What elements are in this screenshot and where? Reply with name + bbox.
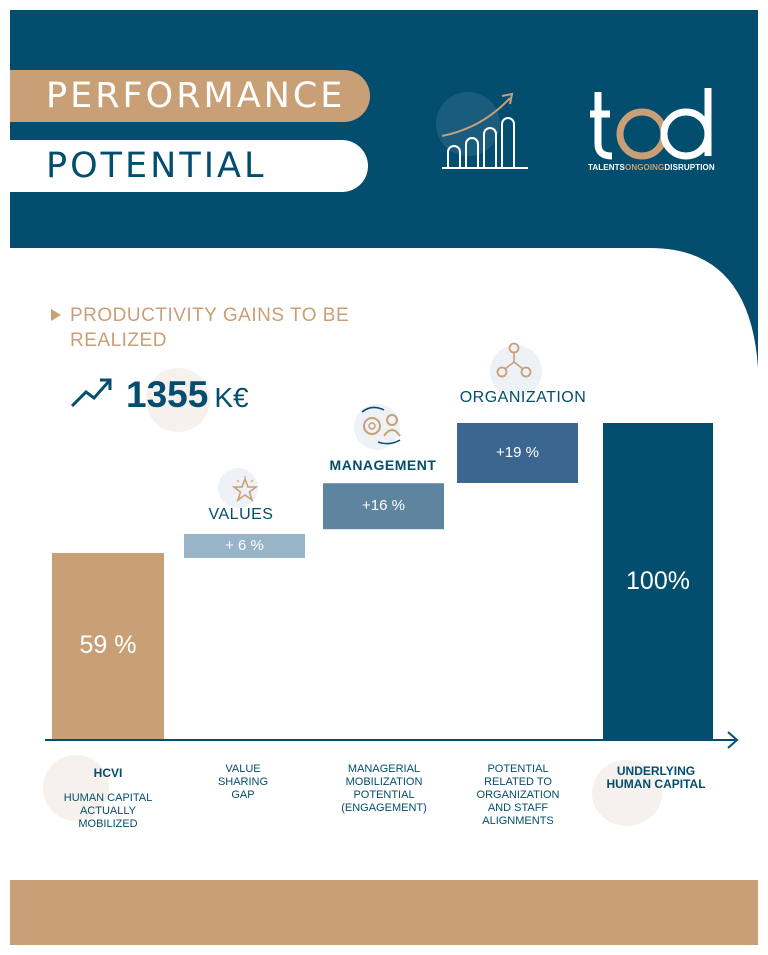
hcvi-label-circle <box>43 755 109 821</box>
tod-logo <box>590 88 712 160</box>
total-label-circle <box>592 760 662 826</box>
title-line1: PERFORMANCE <box>46 76 346 116</box>
logo-tagline: TALENTSONGOINGDISRUPTION <box>588 163 715 172</box>
bar-value-label-organization: +19 % <box>496 444 539 461</box>
bar-total <box>603 423 713 740</box>
x-label-values: VALUE SHARING GAP <box>217 763 269 801</box>
bar-value-label-hcvi: 59 % <box>79 631 137 660</box>
category-title-organization: ORGANIZATION <box>459 389 587 406</box>
trend-up-icon <box>70 378 112 408</box>
triangle-bullet-icon <box>51 309 61 321</box>
x-label-organization: POTENTIAL RELATED TO ORGANIZATION AND ST… <box>476 763 560 827</box>
title-line2: POTENTIAL <box>46 146 267 186</box>
section-title: PRODUCTIVITY GAINS TO BE REALIZED <box>70 305 350 351</box>
values-icon-circle <box>218 468 258 508</box>
x-label-total: UNDERLYING HUMAN CAPITAL <box>606 764 706 791</box>
x-label-hcvi: HCVI HUMAN CAPITAL ACTUALLY MOBILIZED <box>63 766 153 831</box>
bar-value-label-management: +16 % <box>362 497 405 515</box>
category-title-management: MANAGEMENT <box>329 457 437 473</box>
bar-hcvi <box>52 552 164 740</box>
team-gear-icon <box>361 406 401 445</box>
organization-icon-circle <box>490 345 542 397</box>
footer-band <box>10 880 758 945</box>
bar-values <box>184 533 305 558</box>
header-banner <box>10 10 758 248</box>
bar-value-label-values: + 6 % <box>225 536 264 554</box>
x-axis-arrow-icon <box>727 731 739 749</box>
star-icon <box>232 476 258 502</box>
title-pill-potential: POTENTIAL <box>10 140 368 192</box>
bar-management <box>323 483 444 530</box>
category-title-values: VALUES <box>208 506 274 523</box>
amount-circle <box>146 368 210 432</box>
title-pill-performance: PERFORMANCE <box>10 70 370 122</box>
productivity-amount: 1355 K€ <box>126 374 249 415</box>
network-nodes-icon <box>496 342 532 378</box>
bar-organization <box>457 423 578 483</box>
bar-value-label-total: 100% <box>626 566 690 595</box>
growth-chart-icon <box>436 92 528 169</box>
x-label-management: MANAGERIAL MOBILIZATION POTENTIAL (ENGAG… <box>341 763 427 814</box>
